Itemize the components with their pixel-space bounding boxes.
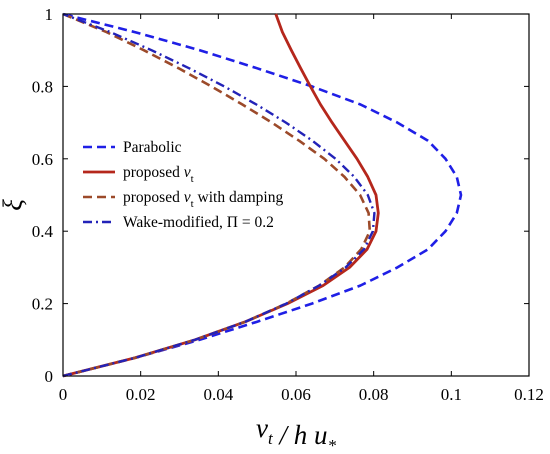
x-tick-label: 0.12 <box>514 385 544 404</box>
tick-layer: 0 0.02 0.04 0.06 0.08 0.1 0.12 0 0.2 0.4 0.6 0.8 1 <box>32 5 544 404</box>
legend-label: proposed νt with damping <box>123 189 283 210</box>
y-tick-label: 1 <box>45 5 54 24</box>
series-layer <box>62 12 463 378</box>
series-line-4 <box>62 12 376 378</box>
y-tick-label: 0 <box>45 367 54 386</box>
y-tick-label: 0.2 <box>32 295 53 314</box>
x-tick-label: 0.06 <box>281 385 311 404</box>
legend-label: proposed νt <box>123 164 194 185</box>
x-tick-label: 0.1 <box>441 385 462 404</box>
legend: Parabolic proposed νt proposed νt with dam… <box>83 139 283 231</box>
series-line-3 <box>62 12 372 378</box>
y-tick-label: 0.4 <box>32 222 54 241</box>
y-axis-label: ξ <box>0 199 28 211</box>
x-tick-label: 0.08 <box>359 385 389 404</box>
x-tick-label: 0.02 <box>126 385 156 404</box>
plot-area: 0 0.02 0.04 0.06 0.08 0.1 0.12 0 0.2 0.4 0.6 0.8 1 P… <box>32 5 544 404</box>
x-tick-label: 0.04 <box>203 385 233 404</box>
legend-label: Wake-modified, Π = 0.2 <box>123 214 274 231</box>
x-axis-label: νt / h u* <box>256 413 336 454</box>
y-tick-label: 0.6 <box>32 150 53 169</box>
series-line-1 <box>62 12 463 378</box>
x-tick-label: 0 <box>59 385 68 404</box>
y-tick-label: 0.8 <box>32 77 53 96</box>
legend-label: Parabolic <box>123 139 182 156</box>
series-line-2 <box>62 13 380 378</box>
